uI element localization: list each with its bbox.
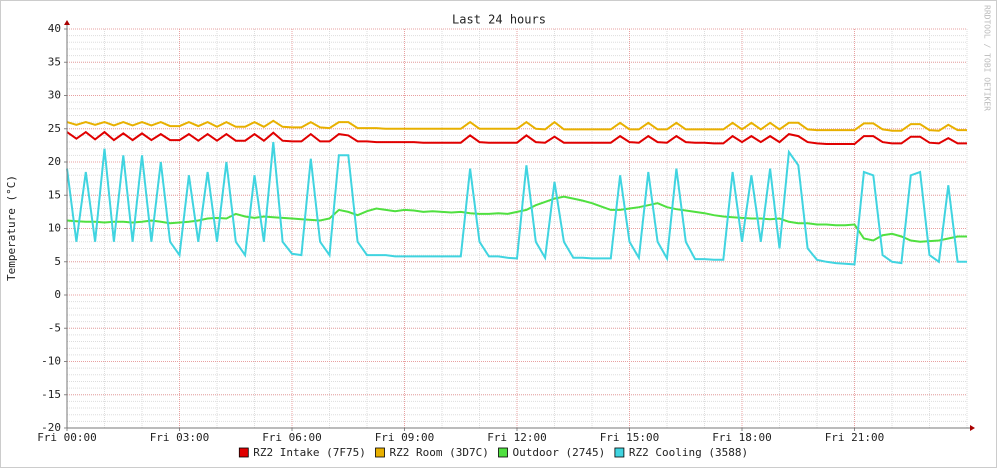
y-tick-label: 20 bbox=[48, 155, 61, 168]
legend-label: RZ2 Room (3D7C) bbox=[390, 446, 489, 459]
y-tick-label: 35 bbox=[48, 55, 61, 68]
legend-swatch bbox=[614, 447, 625, 458]
grid bbox=[66, 28, 968, 429]
y-axis-arrow bbox=[64, 20, 70, 25]
series-line bbox=[66, 195, 967, 243]
x-tick-label: Fri 06:00 bbox=[262, 431, 322, 444]
y-tick-label: 40 bbox=[48, 22, 61, 35]
legend-label: RZ2 Intake (7F75) bbox=[253, 446, 366, 459]
y-tick-label: 10 bbox=[48, 222, 61, 235]
legend-swatch bbox=[238, 447, 249, 458]
legend-label: Outdoor (2745) bbox=[513, 446, 606, 459]
y-tick-label: 15 bbox=[48, 188, 61, 201]
y-tick-label: 30 bbox=[48, 89, 61, 102]
x-tick-label: Fri 00:00 bbox=[37, 431, 97, 444]
y-tick-label: 0 bbox=[54, 288, 61, 301]
legend-label: RZ2 Cooling (3588) bbox=[629, 446, 748, 459]
chart-title: Last 24 hours bbox=[452, 13, 546, 27]
series-line bbox=[66, 119, 967, 132]
y-axis-label: Temperature (°C) bbox=[5, 175, 18, 281]
y-tick-label: -10 bbox=[41, 355, 61, 368]
x-tick-label: Fri 03:00 bbox=[150, 431, 210, 444]
watermark: RRDTOOL / TOBI OETIKER bbox=[983, 5, 992, 111]
x-tick-label: Fri 15:00 bbox=[600, 431, 660, 444]
y-tick-label: 25 bbox=[48, 122, 61, 135]
legend-swatch bbox=[375, 447, 385, 458]
y-tick-label: -20 bbox=[41, 421, 61, 434]
x-tick-label: Fri 09:00 bbox=[375, 431, 435, 444]
series-line bbox=[66, 142, 967, 266]
y-tick-label: 5 bbox=[54, 255, 61, 268]
x-tick-label: Fri 12:00 bbox=[487, 431, 547, 444]
legend-swatch bbox=[498, 447, 508, 458]
x-tick-label: Fri 21:00 bbox=[825, 431, 885, 444]
y-tick-label: -5 bbox=[48, 321, 61, 334]
x-axis-arrow bbox=[970, 425, 975, 431]
x-tick-label: Fri 18:00 bbox=[712, 431, 772, 444]
series-line bbox=[66, 130, 967, 145]
plot bbox=[66, 119, 967, 266]
y-tick-label: -15 bbox=[41, 388, 61, 401]
